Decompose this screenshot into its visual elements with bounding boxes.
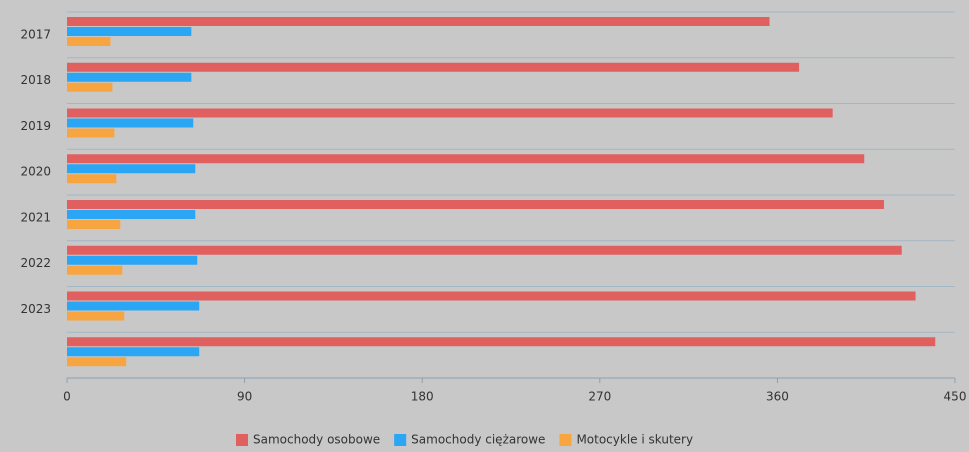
x-tick-label: 90	[237, 390, 252, 404]
y-tick-label: 2019	[20, 119, 51, 133]
legend-label: Samochody osobowe	[253, 433, 380, 447]
bar	[67, 72, 192, 82]
y-tick-label: 2023	[20, 302, 51, 316]
y-tick-label: 2018	[20, 73, 51, 87]
bar	[67, 128, 115, 138]
bar	[67, 301, 200, 311]
bar	[67, 82, 113, 92]
bar	[67, 220, 121, 229]
bar	[67, 311, 125, 321]
bar	[67, 245, 902, 255]
bar	[67, 337, 936, 347]
x-tick-label: 450	[944, 390, 967, 404]
y-tick-label: 2021	[20, 210, 51, 224]
bar	[67, 27, 192, 36]
bar	[67, 17, 770, 26]
bar	[67, 291, 916, 301]
x-tick-label: 180	[411, 390, 434, 404]
x-tick-label: 0	[63, 390, 71, 404]
y-tick-label: 2020	[20, 165, 51, 179]
legend-swatch	[559, 434, 572, 446]
legend-label: Motocykle i skutery	[576, 433, 693, 447]
bar	[67, 265, 123, 275]
bar	[67, 62, 800, 72]
x-tick-label: 270	[588, 390, 611, 404]
legend-swatch	[236, 434, 248, 446]
bar	[67, 118, 194, 128]
legend-swatch	[394, 434, 407, 446]
bar	[67, 164, 196, 174]
bar	[67, 210, 196, 219]
y-tick-label: 2022	[20, 256, 51, 270]
bar	[67, 347, 200, 357]
bar	[67, 174, 117, 184]
bar	[67, 255, 198, 265]
legend-label: Samochody ciężarowe	[411, 433, 545, 447]
bar	[67, 357, 127, 367]
bar	[67, 37, 111, 46]
bar	[67, 108, 833, 118]
bar	[67, 200, 884, 209]
y-tick-label: 2017	[20, 27, 51, 41]
bar	[67, 154, 865, 164]
x-tick-label: 360	[766, 390, 789, 404]
